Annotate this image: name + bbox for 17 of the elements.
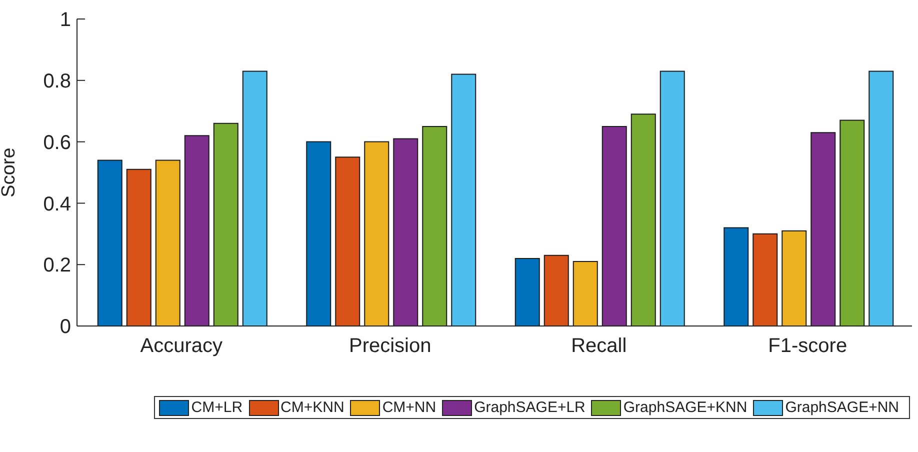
x-tick-label: Precision bbox=[348, 335, 432, 358]
x-tick-label: Recall bbox=[571, 335, 627, 358]
x-tick-label: F1-score bbox=[768, 335, 848, 358]
legend-label: GraphSAGE+KNN bbox=[622, 399, 748, 416]
y-tick-label: 1 bbox=[60, 9, 71, 32]
y-tick-label: 0 bbox=[60, 316, 71, 338]
y-axis-title: Score bbox=[0, 148, 20, 198]
legend-label: CM+KNN bbox=[280, 399, 344, 416]
y-tick-label: 0.8 bbox=[43, 70, 71, 92]
x-tick-label: Accuracy bbox=[140, 335, 222, 358]
legend-label: GraphSAGE+NN bbox=[784, 399, 899, 416]
legend-label: CM+LR bbox=[190, 399, 243, 416]
legend-label: CM+NN bbox=[381, 399, 436, 416]
y-tick-label: 0.6 bbox=[43, 132, 71, 154]
legend-label: GraphSAGE+LR bbox=[473, 399, 586, 416]
y-tick-label: 0.2 bbox=[43, 254, 71, 277]
y-tick-label: 0.4 bbox=[43, 193, 71, 216]
